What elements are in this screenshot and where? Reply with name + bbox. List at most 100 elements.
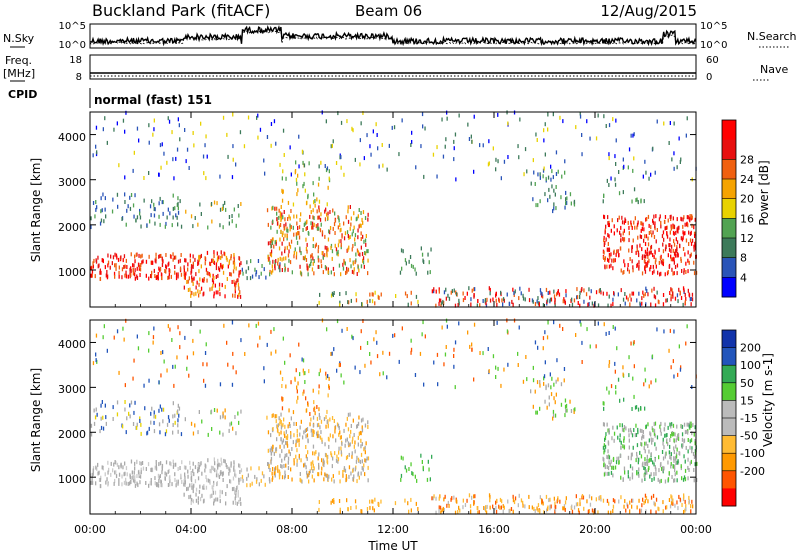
power-cell (355, 252, 357, 257)
power-cell (150, 213, 152, 218)
velocity-cell (454, 340, 457, 345)
velocity-cell (100, 484, 102, 489)
velocity-cell (222, 414, 224, 419)
velocity-cell (586, 327, 588, 332)
velocity-cell (604, 465, 606, 470)
power-cell (364, 251, 366, 255)
power-cell (287, 217, 289, 221)
velocity-cell (305, 396, 307, 401)
power-cell (280, 229, 282, 234)
velocity-cell (554, 507, 557, 512)
velocity-cell (160, 373, 162, 378)
power-cell (289, 244, 292, 249)
velocity-cell (124, 471, 126, 476)
power-cell (357, 250, 359, 255)
power-cell (183, 268, 185, 273)
power-cell (284, 217, 286, 222)
velocity-cell (696, 478, 698, 482)
velocity-cell (192, 338, 194, 343)
freq-unit-label: [MHz] (3, 67, 35, 80)
power-cell (554, 192, 556, 197)
velocity-cell (312, 469, 314, 473)
power-cell (226, 277, 228, 281)
power-cell (395, 294, 397, 298)
power-cell (362, 210, 365, 215)
velocity-cell (672, 423, 675, 428)
velocity-cell (312, 433, 315, 437)
power-cell (637, 220, 639, 225)
velocity-cell (97, 462, 99, 467)
velocity-cell (154, 465, 156, 470)
velocity-cell (382, 350, 384, 355)
velocity-cell (323, 417, 326, 422)
velocity-cell (130, 400, 133, 405)
velocity-cell (552, 409, 555, 414)
power-cell (644, 249, 647, 254)
velocity-cell (167, 483, 170, 487)
velocity-cell (137, 470, 140, 475)
power-cell (104, 265, 106, 270)
time-axis-tick-label: 04:00 (175, 523, 207, 536)
power-cell (398, 152, 400, 157)
velocity-cell (293, 433, 295, 438)
power-cell (177, 196, 179, 201)
power-cell (338, 218, 340, 223)
velocity-cell (128, 411, 130, 416)
velocity-cell (95, 352, 97, 357)
velocity-cell (134, 466, 136, 471)
power-cell (608, 247, 610, 252)
velocity-cell (282, 336, 284, 341)
power-cell (547, 127, 549, 132)
velocity-cell (239, 470, 241, 474)
velocity-cell (304, 371, 306, 376)
power-cell (322, 255, 324, 260)
power-cell (236, 278, 238, 283)
velocity-cell (457, 510, 459, 514)
power-cell (134, 254, 136, 259)
velocity-cell (327, 477, 329, 482)
power-cell (257, 113, 259, 118)
velocity-cell (343, 380, 345, 385)
velocity-cell (271, 477, 273, 482)
power-cell (555, 185, 557, 189)
velocity-cell (237, 489, 239, 494)
velocity-cell (150, 411, 152, 416)
power-cell (233, 279, 235, 284)
velocity-cell (310, 417, 312, 422)
power-cell (141, 253, 143, 258)
velocity-cell (195, 487, 198, 492)
power-cell (464, 296, 466, 300)
power-cell (296, 240, 299, 245)
power-cell (315, 224, 317, 229)
velocity-cell (471, 342, 473, 347)
power-cell (632, 265, 634, 270)
velocity-cell (255, 479, 258, 484)
power-cell (599, 288, 601, 293)
velocity-cell (317, 472, 319, 477)
power-cell (193, 292, 195, 297)
power-cell (135, 218, 137, 223)
velocity-cell (655, 471, 657, 476)
power-cell (676, 228, 679, 233)
power-cell (297, 231, 299, 236)
power-cell (684, 292, 686, 297)
velocity-cell (547, 505, 549, 510)
velocity-cell (462, 498, 464, 503)
velocity-cell (225, 492, 227, 496)
velocity-cell (203, 484, 205, 489)
power-cell (467, 122, 469, 127)
power-cell (339, 300, 341, 305)
velocity-cell (603, 322, 605, 327)
power-cell (682, 302, 684, 307)
power-cell (372, 292, 374, 297)
velocity-cell (207, 432, 209, 437)
power-cell (554, 297, 556, 302)
velocity-cell (562, 327, 564, 331)
velocity-cell (124, 407, 126, 412)
velocity-cell (104, 472, 106, 477)
velocity-cell (317, 456, 319, 461)
power-cell (174, 206, 176, 211)
power-cell (614, 154, 616, 159)
power-cell (351, 232, 353, 237)
velocity-cell (333, 347, 335, 352)
